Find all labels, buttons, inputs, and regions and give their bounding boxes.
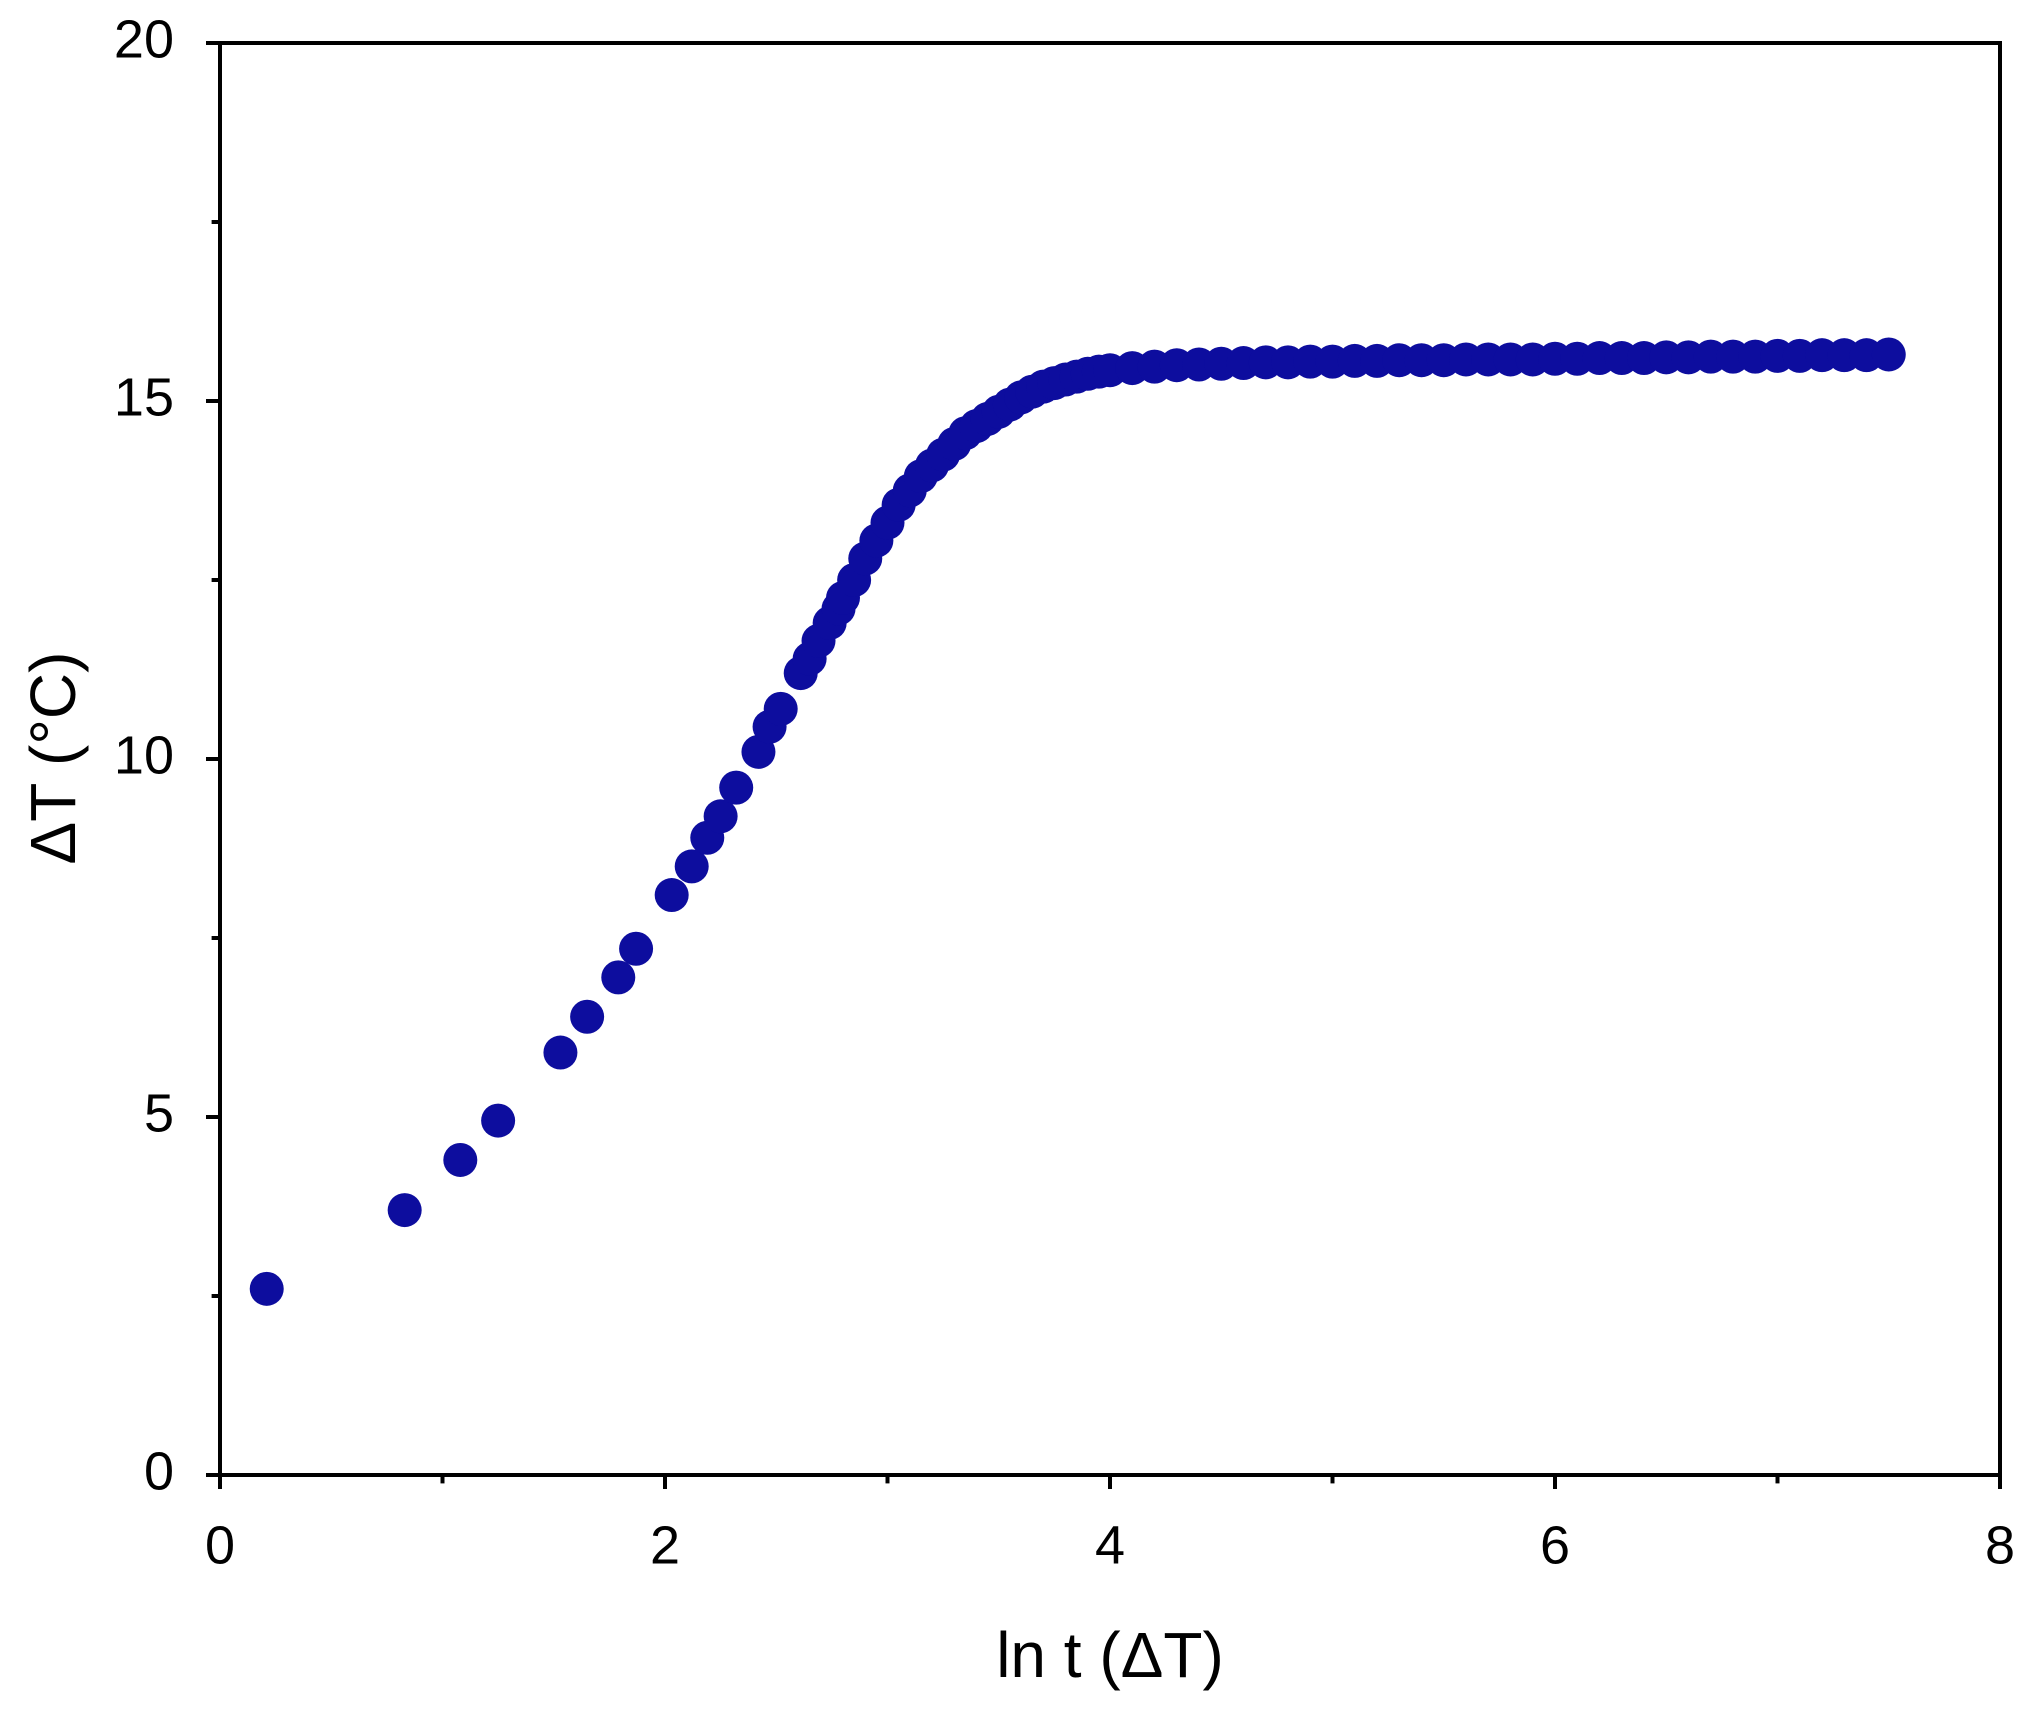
x-tick-label: 4 bbox=[1095, 1515, 1125, 1575]
y-axis-label: ΔT (°C) bbox=[17, 652, 89, 865]
y-tick-label: 0 bbox=[144, 1441, 174, 1501]
data-point bbox=[763, 691, 798, 726]
x-tick-label: 6 bbox=[1540, 1515, 1570, 1575]
x-tick-label: 2 bbox=[650, 1515, 680, 1575]
data-point bbox=[674, 849, 709, 884]
data-point bbox=[601, 960, 636, 995]
plot-frame bbox=[218, 41, 2002, 1477]
data-point bbox=[387, 1193, 422, 1228]
data-point bbox=[1871, 337, 1906, 372]
y-tick-label: 15 bbox=[114, 367, 174, 427]
x-axis-label: ln t (ΔT) bbox=[996, 1619, 1224, 1691]
data-point bbox=[543, 1035, 578, 1070]
x-tick-label: 0 bbox=[205, 1515, 235, 1575]
x-tick-label: 8 bbox=[1985, 1515, 2015, 1575]
data-point bbox=[570, 999, 605, 1034]
y-tick-label: 5 bbox=[144, 1083, 174, 1143]
data-point bbox=[481, 1103, 516, 1138]
data-point bbox=[654, 878, 689, 913]
data-point bbox=[249, 1271, 284, 1306]
data-point bbox=[703, 799, 738, 834]
data-point bbox=[719, 770, 754, 805]
y-tick-label: 20 bbox=[114, 9, 174, 69]
data-point bbox=[619, 931, 654, 966]
data-point bbox=[443, 1142, 478, 1177]
y-tick-label: 10 bbox=[114, 725, 174, 785]
